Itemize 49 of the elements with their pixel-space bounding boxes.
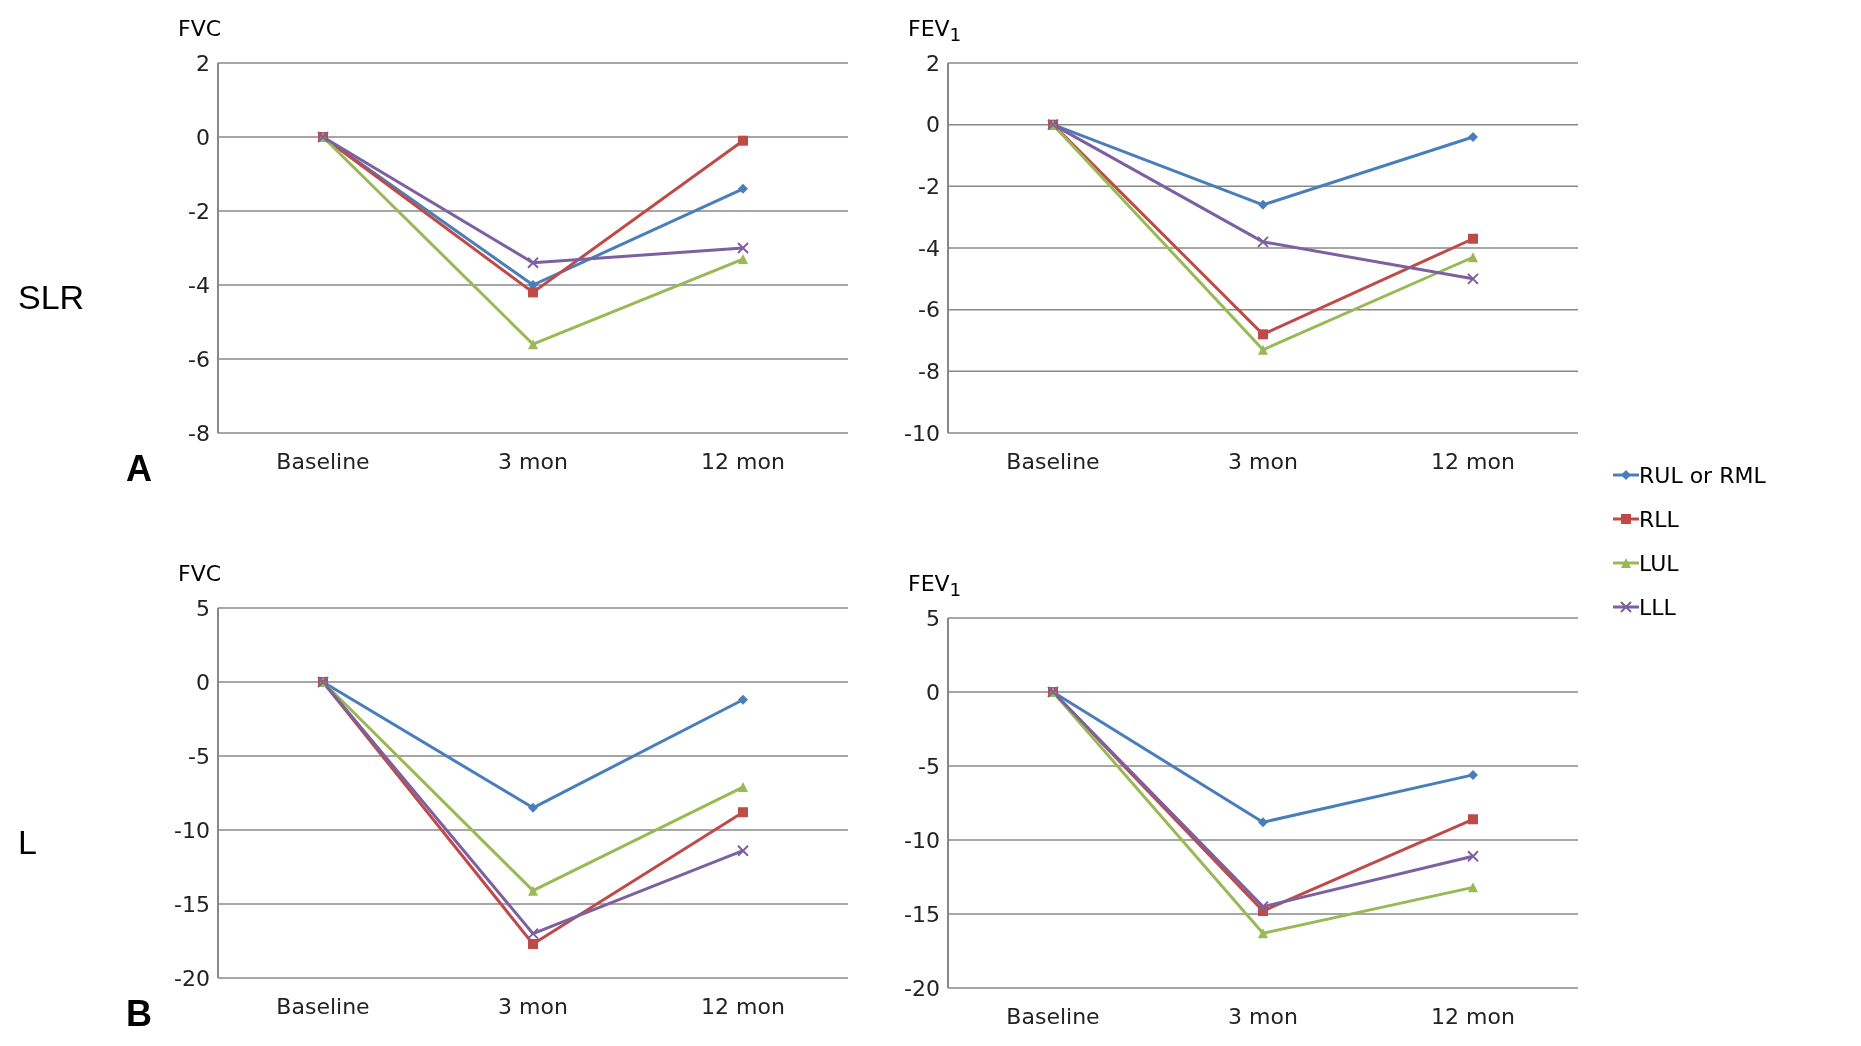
x-tick-label: Baseline	[276, 448, 370, 474]
x-tick-label: Baseline	[1006, 448, 1100, 474]
y-tick-label: -20	[174, 965, 210, 991]
y-tick-label: 0	[196, 124, 210, 150]
text: B	[126, 993, 152, 1035]
y-tick-label: -10	[904, 420, 940, 446]
text: A	[126, 448, 152, 490]
x-tick-label: 12 mon	[1431, 448, 1515, 474]
y-tick-label: 2	[196, 50, 210, 76]
x-tick-label: Baseline	[276, 993, 370, 1019]
y-tick-label: -5	[188, 743, 210, 769]
x-tick-label: 3 mon	[1228, 448, 1298, 474]
x-tick-label: 12 mon	[701, 448, 785, 474]
legend-label: RUL or RML	[1639, 462, 1766, 488]
legend-label: RLL	[1639, 506, 1679, 532]
y-tick-label: 0	[196, 669, 210, 695]
legend-label: LLL	[1639, 594, 1676, 620]
y-tick-label: 2	[926, 50, 940, 76]
y-tick-label: -10	[904, 827, 940, 853]
y-tick-label: -6	[918, 297, 940, 323]
y-tick-label: -2	[188, 198, 210, 224]
y-tick-label: -15	[904, 901, 940, 927]
y-axis-title: FVC	[178, 16, 222, 41]
y-axis-title: FEV$_{1}$	[908, 16, 962, 46]
y-tick-label: -2	[918, 174, 940, 200]
x-tick-label: 12 mon	[1431, 1003, 1515, 1029]
y-tick-label: -10	[174, 817, 210, 843]
y-axis-title: FEV$_{1}$	[908, 571, 962, 601]
x-tick-label: 3 mon	[498, 448, 568, 474]
y-tick-label: -8	[188, 420, 210, 446]
y-tick-label: -5	[918, 753, 940, 779]
x-tick-label: 3 mon	[498, 993, 568, 1019]
y-tick-label: 0	[926, 112, 940, 138]
y-tick-label: -15	[174, 891, 210, 917]
text: SLR	[18, 278, 85, 317]
y-tick-label: -4	[188, 272, 210, 298]
y-tick-label: -4	[918, 235, 940, 261]
x-tick-label: Baseline	[1006, 1003, 1100, 1029]
y-tick-label: 0	[926, 679, 940, 705]
y-tick-label: -8	[918, 359, 940, 385]
text: L	[18, 823, 37, 862]
legend-label: LUL	[1639, 550, 1679, 576]
x-tick-label: 12 mon	[701, 993, 785, 1019]
x-tick-label: 3 mon	[1228, 1003, 1298, 1029]
y-axis-title: FVC	[178, 561, 222, 586]
y-tick-label: 5	[196, 595, 210, 621]
y-tick-label: 5	[926, 605, 940, 631]
y-tick-label: -20	[904, 975, 940, 1001]
y-tick-label: -6	[188, 346, 210, 372]
